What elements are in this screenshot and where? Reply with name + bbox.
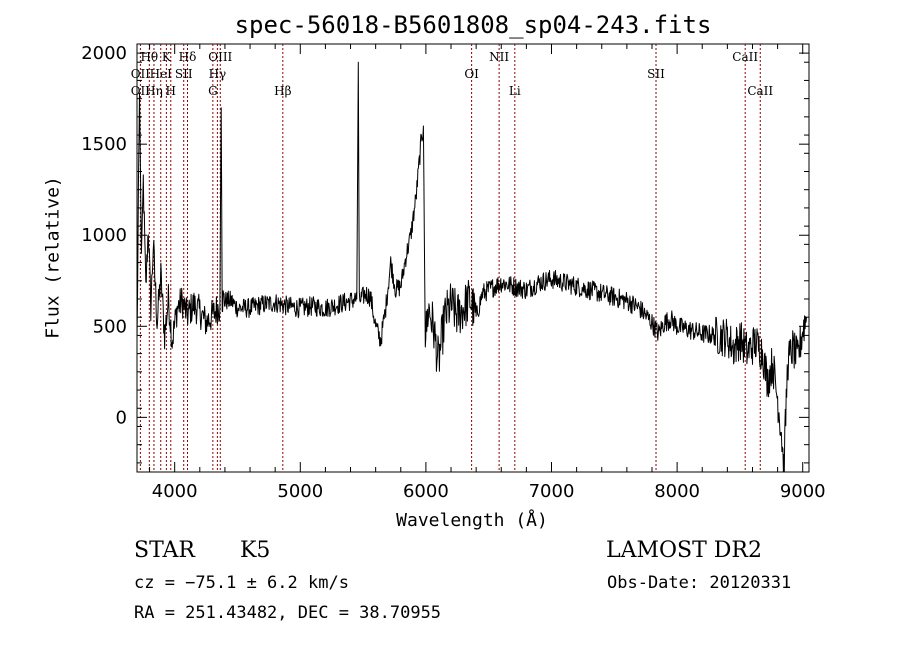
spectral-line-label: CaII [747, 84, 773, 98]
spectral-line-label: OIII [208, 50, 232, 64]
survey-name: LAMOST DR2 [606, 538, 762, 563]
coordinates: RA = 251.43482, DEC = 38.70955 [134, 603, 442, 623]
spectral-line-label: H [166, 84, 176, 98]
spectral-line-markers [139, 44, 761, 472]
x-tick-label: 8000 [654, 481, 700, 502]
spectral-line-label: SII [647, 67, 665, 81]
object-class: STAR [134, 538, 195, 563]
y-axis-label: Flux (relative) [42, 176, 64, 339]
plot-frame [136, 43, 810, 473]
y-tick-label: 1500 [81, 134, 127, 155]
redshift-cz: cz = −75.1 ± 6.2 km/s [134, 573, 349, 593]
spectral-line-label: K [162, 50, 172, 64]
spectral-line-label: NII [489, 50, 509, 64]
spectral-line-label: OII [131, 67, 151, 81]
spectral-line-label: SII [175, 67, 193, 81]
x-tick-label: 4000 [152, 481, 198, 502]
spectral-line-label: HeI [150, 67, 173, 81]
y-tick-label: 500 [93, 316, 127, 337]
y-tick-label: 2000 [81, 43, 127, 64]
spectral-line-label: Hη [145, 84, 163, 98]
observation-date: Obs-Date: 20120331 [607, 573, 792, 593]
spectral-line-label: CaII [732, 50, 758, 64]
x-tick-label: 7000 [529, 481, 575, 502]
x-tick-label: 5000 [277, 481, 323, 502]
spectral-line-label: OI [464, 67, 479, 81]
object-subclass: K5 [240, 538, 271, 563]
spectrum-line [136, 61, 807, 473]
spectral-line-label: Li [509, 84, 521, 98]
axes: 4000 5000 6000 7000 8000 9000 0 500 1000 1500 2000 [81, 43, 825, 502]
spectral-line-label: Hδ [179, 50, 197, 64]
y-tick-label: 0 [116, 407, 127, 428]
spectral-line-label: Hβ [274, 84, 291, 98]
y-tick-label: 1000 [81, 225, 127, 246]
spectral-line-label: G [208, 84, 218, 98]
x-axis-label: Wavelength (Å) [396, 510, 548, 531]
x-tick-label: 6000 [403, 481, 449, 502]
x-tick-label: 9000 [780, 481, 826, 502]
spectral-line-label: OII [131, 84, 151, 98]
spectral-line-label: Hγ [209, 67, 227, 81]
spectral-line-label: Hθ [140, 50, 158, 64]
chart-title: spec-56018-B5601808_sp04-243.fits [234, 11, 712, 39]
